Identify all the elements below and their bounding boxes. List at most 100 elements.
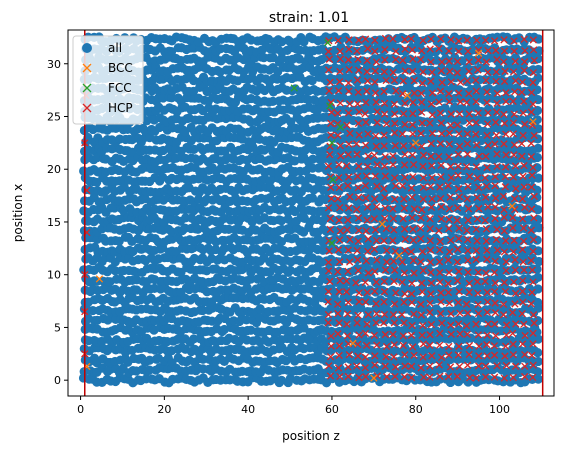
hcp-point [352, 279, 360, 287]
hcp-point [464, 47, 472, 55]
hcp-point [511, 266, 519, 274]
hcp-point [355, 289, 363, 297]
hcp-point [446, 162, 455, 171]
hcp-point [511, 362, 520, 370]
hcp-point [474, 309, 483, 318]
hcp-point [336, 203, 344, 212]
hcp-point [492, 235, 501, 244]
hcp-point [343, 320, 351, 328]
hcp-point [511, 77, 520, 85]
hcp-point [464, 256, 472, 265]
hcp-point [502, 97, 510, 106]
hcp-point [437, 161, 445, 170]
hcp-point [363, 87, 371, 95]
hcp-point [464, 236, 472, 244]
hcp-point [529, 340, 537, 348]
hcp-point [382, 120, 391, 128]
hcp-point [373, 161, 381, 169]
hcp-point [336, 372, 344, 381]
hcp-point [473, 215, 482, 223]
hcp-point [481, 216, 489, 225]
hcp-point [335, 236, 344, 244]
hcp-point [484, 141, 492, 150]
hcp-point [529, 100, 537, 108]
hcp-point [502, 331, 511, 339]
hcp-point [419, 340, 428, 348]
hcp-point [355, 298, 363, 306]
hcp-point [445, 224, 453, 233]
hcp-point [426, 308, 434, 317]
hcp-point [510, 141, 519, 149]
hcp-point [463, 195, 471, 203]
hcp-point [428, 129, 437, 137]
all-point [534, 223, 544, 233]
all-point [532, 185, 542, 195]
all-point [533, 143, 543, 153]
hcp-point [428, 111, 437, 119]
hcp-point [343, 310, 352, 318]
hcp-point [528, 351, 536, 360]
bcc-point [529, 118, 537, 126]
hcp-point [473, 237, 481, 245]
hcp-point [446, 193, 454, 201]
x-tick-label: 20 [157, 403, 171, 416]
hcp-point [445, 47, 453, 55]
hcp-point [529, 36, 538, 44]
hcp-point [398, 182, 407, 190]
hcp-point [418, 206, 426, 214]
hcp-point [464, 309, 472, 317]
all-point [224, 224, 234, 235]
fcc-point [328, 239, 336, 247]
hcp-point [445, 129, 454, 137]
hcp-point [380, 68, 389, 76]
hcp-point [390, 76, 399, 84]
hcp-point [491, 182, 499, 190]
fcc-point [326, 102, 334, 110]
hcp-point [383, 246, 391, 255]
y-axis-label: position x [11, 184, 25, 242]
hcp-point [336, 227, 344, 235]
hcp-point [482, 193, 490, 201]
hcp-point [361, 364, 369, 372]
hcp-point [510, 37, 518, 45]
hcp-point [390, 226, 398, 234]
hcp-point [401, 99, 409, 107]
hcp-point [382, 353, 390, 361]
hcp-point [492, 77, 500, 86]
hcp-point [493, 246, 502, 254]
hcp-point [453, 121, 462, 129]
hcp-point [427, 58, 435, 66]
hcp-point [410, 89, 419, 97]
hcp-point [484, 46, 492, 55]
hcp-point [436, 246, 444, 254]
all-point [286, 117, 296, 127]
hcp-point [438, 58, 446, 66]
hcp-point [336, 99, 344, 107]
all-point [144, 365, 155, 375]
hcp-point [408, 67, 417, 76]
hcp-point [520, 320, 528, 328]
hcp-point [400, 269, 409, 277]
hcp-point [463, 140, 472, 148]
hcp-point [475, 352, 483, 360]
hcp-point [372, 300, 380, 308]
hcp-point [499, 192, 508, 201]
all-point [189, 242, 199, 253]
hcp-point [447, 78, 455, 86]
hcp-point [344, 216, 352, 224]
hcp-point [428, 174, 436, 182]
hcp-point [380, 237, 388, 245]
hcp-point [436, 372, 444, 380]
hcp-point [509, 248, 518, 256]
hcp-point [325, 87, 333, 95]
hcp-point [518, 88, 526, 96]
hcp-point [502, 361, 511, 370]
x-tick-label: 40 [241, 403, 255, 416]
hcp-point [482, 58, 491, 66]
all-point [534, 256, 544, 267]
hcp-point [370, 151, 378, 160]
hcp-point [483, 131, 491, 140]
hcp-point [437, 67, 446, 75]
hcp-point [381, 193, 389, 202]
